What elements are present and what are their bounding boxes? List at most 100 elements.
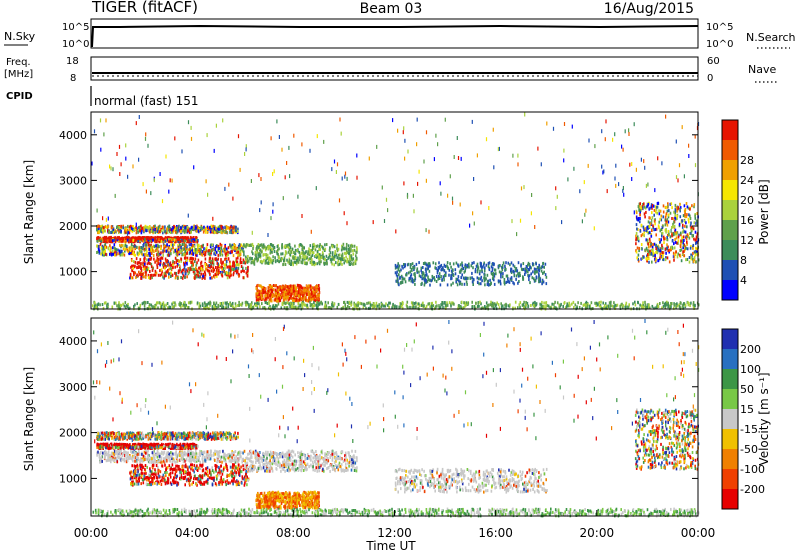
range-cell <box>598 301 601 305</box>
range-cell <box>101 248 103 252</box>
range-cell <box>197 274 200 278</box>
range-cell <box>684 303 687 307</box>
range-cell <box>199 245 202 249</box>
range-cell <box>283 287 285 291</box>
range-cell <box>490 265 493 269</box>
range-cell <box>607 304 609 308</box>
range-cell <box>464 269 466 273</box>
strip2-left-tick-top: 18 <box>66 56 79 67</box>
range-cell <box>422 271 424 275</box>
range-cell <box>120 250 123 254</box>
range-cell <box>209 301 212 305</box>
range-cell <box>543 301 545 305</box>
range-cell <box>688 256 691 259</box>
range-cell <box>658 226 660 230</box>
range-cell <box>274 288 277 292</box>
range-cell <box>188 248 191 252</box>
range-cell <box>218 247 220 250</box>
range-cell <box>269 243 272 246</box>
range-cell <box>110 226 113 230</box>
range-cell <box>696 212 698 215</box>
range-cell <box>130 242 133 246</box>
range-cell <box>685 215 688 219</box>
range-cell <box>125 237 127 240</box>
range-cell <box>637 237 640 241</box>
range-cell <box>148 261 150 265</box>
range-cell <box>437 268 439 272</box>
range-cell <box>498 306 501 310</box>
range-cell <box>446 301 448 305</box>
range-cell <box>139 258 142 262</box>
range-cell <box>690 225 693 229</box>
range-cell <box>119 243 121 247</box>
range-cell <box>98 238 101 242</box>
range-cell <box>117 228 119 232</box>
range-cell <box>204 270 206 274</box>
range-cell <box>219 225 221 228</box>
range-cell <box>652 224 654 228</box>
range-cell <box>314 248 317 252</box>
range-cell <box>150 273 153 277</box>
range-cell <box>309 257 312 261</box>
range-cell <box>177 237 180 241</box>
range-cell <box>256 248 258 252</box>
range-cell <box>229 266 231 270</box>
range-cell <box>455 280 457 283</box>
range-cell <box>331 258 333 262</box>
range-cell <box>577 301 579 305</box>
range-cell <box>164 262 166 266</box>
range-cell <box>648 237 651 241</box>
range-cell <box>682 229 685 233</box>
range-cell <box>200 266 203 270</box>
range-cell <box>239 261 242 265</box>
range-cell <box>255 257 258 261</box>
range-cell <box>649 231 651 235</box>
range-cell <box>150 229 153 233</box>
range-cell <box>156 259 159 263</box>
range-cell <box>373 304 375 308</box>
range-cell <box>185 230 188 234</box>
range-cell <box>461 282 463 286</box>
range-cell <box>294 252 297 256</box>
range-cell <box>402 302 404 305</box>
range-cell <box>273 294 276 298</box>
range-cell <box>657 224 660 228</box>
range-cell <box>643 202 645 206</box>
range-cell <box>225 273 228 277</box>
range-cell <box>229 243 231 247</box>
range-cell <box>210 269 213 273</box>
range-cell <box>166 243 168 247</box>
range-cell <box>452 302 454 306</box>
range-cell <box>527 305 529 309</box>
range-cell <box>114 253 116 257</box>
range-cell <box>186 236 189 240</box>
range-cell <box>162 265 165 269</box>
range-cell <box>662 204 665 208</box>
range-cell <box>685 202 688 205</box>
range-cell <box>248 304 251 308</box>
range-cell <box>351 258 353 262</box>
range-cell <box>445 271 447 275</box>
range-cell <box>493 282 496 286</box>
range-cell <box>522 276 524 280</box>
range-cell <box>293 286 295 290</box>
range-cell <box>143 262 146 266</box>
range-cell <box>676 241 678 245</box>
range-cell <box>683 204 686 208</box>
range-cell <box>297 305 300 309</box>
range-cell <box>335 261 337 265</box>
range-cell <box>159 257 162 261</box>
range-cell <box>129 224 132 228</box>
range-cell <box>484 266 486 270</box>
range-cell <box>668 260 671 264</box>
range-cell <box>271 289 274 293</box>
range-cell <box>300 291 302 294</box>
range-cell <box>674 216 676 220</box>
range-cell <box>194 225 196 228</box>
range-cell <box>299 284 302 288</box>
range-cell <box>283 285 285 289</box>
range-cell <box>420 282 422 286</box>
range-cell <box>129 249 132 253</box>
range-cell <box>684 230 687 234</box>
range-cell <box>169 239 171 243</box>
